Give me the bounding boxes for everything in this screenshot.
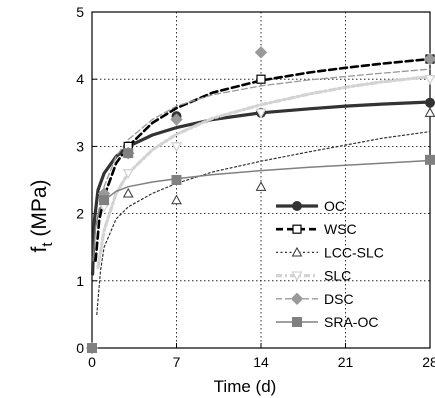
x-tick-label-0: 0 xyxy=(88,354,96,370)
series-curves xyxy=(90,57,432,315)
series-line-dsc xyxy=(97,68,431,215)
series-line-oc xyxy=(90,100,432,276)
data-point-sra-oc-4 xyxy=(425,154,435,165)
data-point-lcc-slc-2 xyxy=(122,187,134,198)
data-point-wsc-3 xyxy=(256,74,266,84)
y-tick-label-0: 0 xyxy=(76,340,84,356)
y-tick-label-3: 3 xyxy=(76,138,84,154)
data-point-sra-oc-1 xyxy=(99,195,110,206)
x-tick-label-7: 7 xyxy=(173,354,181,370)
legend: OC WSC LCC-SLC SLC DSC SRA-OC xyxy=(276,198,384,330)
legend-label-dsc: DSC xyxy=(324,291,354,307)
series-line-lcc-slc xyxy=(96,131,431,315)
grid-lines xyxy=(92,12,430,348)
series-line-slc xyxy=(96,74,432,269)
legend-marker-sra-oc xyxy=(292,317,302,327)
y-tick-label-4: 4 xyxy=(76,71,84,87)
x-axis-label: Time (d) xyxy=(214,377,277,396)
legend-label-oc: OC xyxy=(324,198,345,214)
x-tick-labels: 0 7 14 21 28 xyxy=(88,354,435,370)
y-tick-label-1: 1 xyxy=(76,273,84,289)
series-line-sra-oc xyxy=(92,159,431,262)
x-tick-label-21: 21 xyxy=(338,354,354,370)
data-point-slc-4 xyxy=(255,108,267,119)
series-line-wsc xyxy=(94,57,432,262)
y-axis-label-main: f xyxy=(28,247,51,253)
data-point-slc-5 xyxy=(424,74,435,86)
data-point-lcc-slc-5 xyxy=(424,107,435,117)
data-point-slc-2 xyxy=(122,169,134,180)
data-point-sra-oc-0 xyxy=(87,343,97,353)
data-point-lcc-slc-4 xyxy=(255,181,267,191)
y-axis-label: ft (MPa) xyxy=(28,179,56,252)
data-point-dsc-5 xyxy=(423,52,435,66)
legend-marker-wsc xyxy=(292,224,302,234)
data-point-lcc-slc-3 xyxy=(171,194,182,205)
legend-marker-slc xyxy=(291,271,303,282)
legend-marker-oc xyxy=(292,201,302,211)
y-axis-label-subscript: t xyxy=(39,242,56,247)
data-point-dsc-3 xyxy=(170,113,183,126)
data-point-oc-5 xyxy=(425,97,435,108)
x-tick-label-28: 28 xyxy=(422,354,435,370)
legend-marker-dsc xyxy=(290,292,304,306)
legend-label-slc: SLC xyxy=(324,268,351,284)
y-tick-labels: 0 1 2 3 4 5 xyxy=(76,4,84,356)
data-point-dsc-4 xyxy=(254,46,268,59)
series-markers xyxy=(85,46,435,355)
y-tick-label-5: 5 xyxy=(76,4,84,20)
legend-label-lcc-slc: LCC-SLC xyxy=(324,244,384,260)
data-point-sra-oc-3 xyxy=(171,175,182,185)
data-point-sra-oc-2 xyxy=(123,148,134,159)
data-point-slc-3 xyxy=(170,142,183,153)
x-tick-label-14: 14 xyxy=(253,354,269,370)
y-axis-label-unit: (MPa) xyxy=(28,179,51,242)
legend-label-wsc: WSC xyxy=(324,221,357,237)
y-tick-label-2: 2 xyxy=(76,206,84,222)
legend-marker-lcc-slc xyxy=(291,246,303,257)
legend-label-sra-oc: SRA-OC xyxy=(324,314,378,330)
